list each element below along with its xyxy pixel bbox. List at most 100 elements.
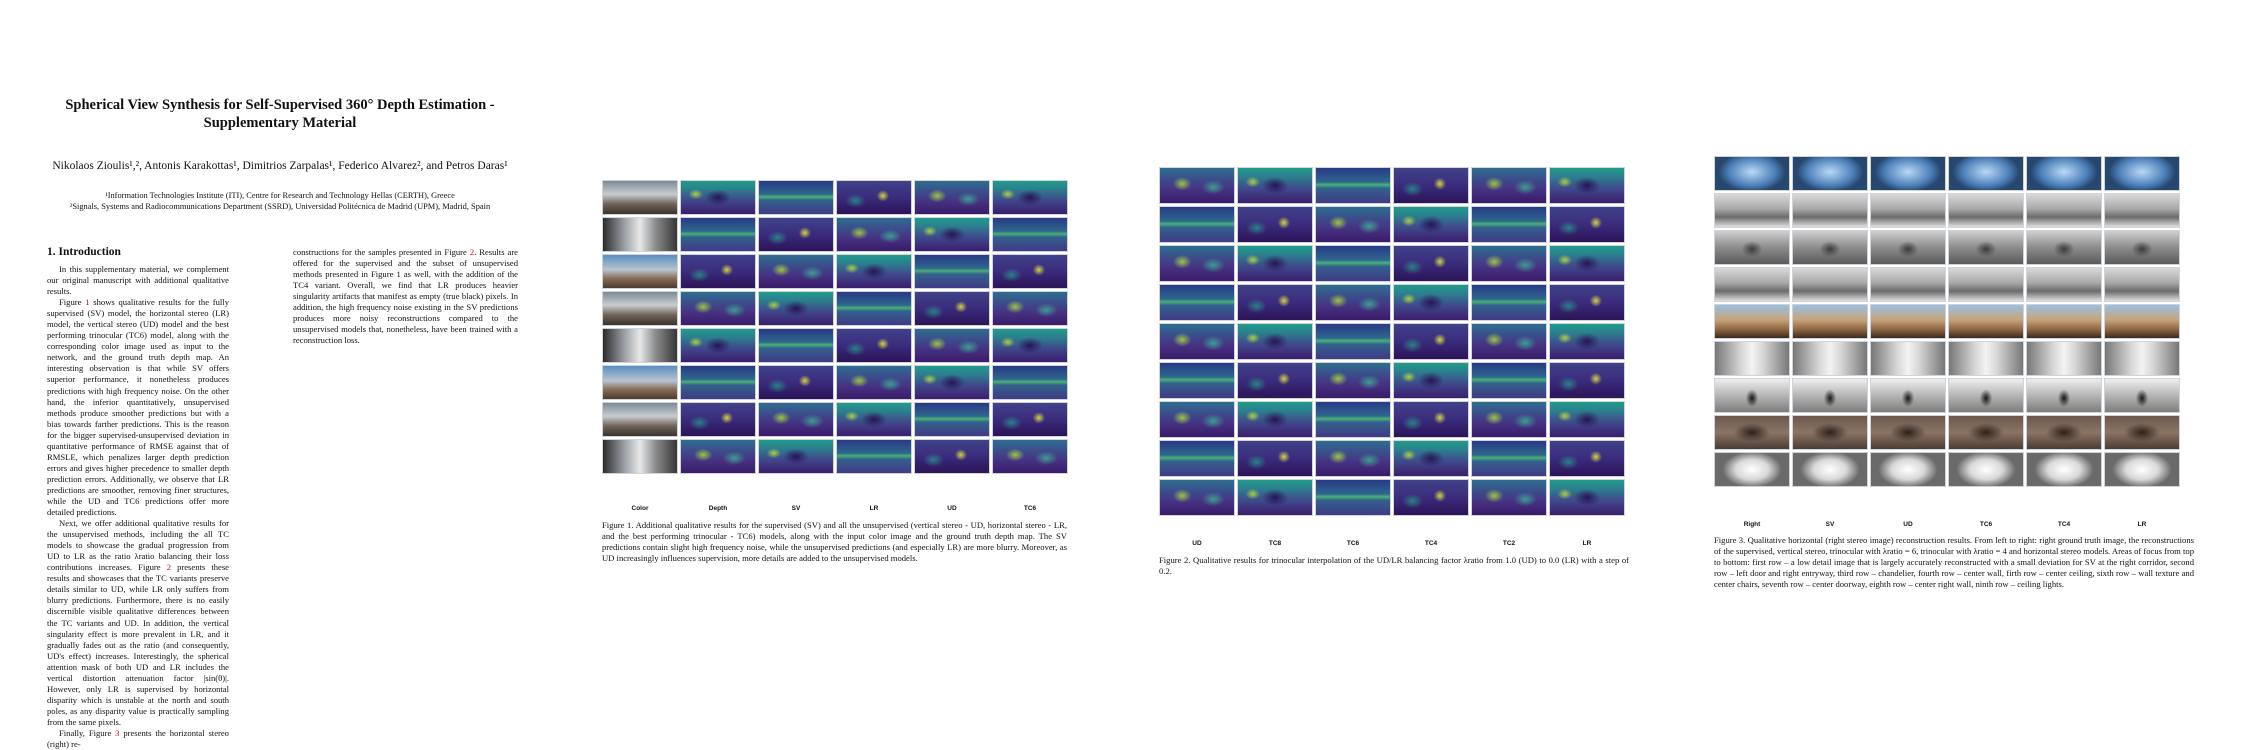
- figure-column-label: Color: [631, 505, 649, 512]
- figure-thumbnail: [1315, 284, 1391, 321]
- figure-thumbnail: [1315, 401, 1391, 438]
- figure-ref-link[interactable]: 2: [469, 247, 475, 257]
- figure-column-label: TC4: [1424, 540, 1438, 547]
- affiliation-2: ²Signals, Systems and Radiocommunication…: [69, 202, 491, 211]
- figure-thumbnail: [914, 328, 990, 363]
- figure-thumbnail: [1870, 193, 1946, 228]
- figure-ref-link[interactable]: 1: [85, 297, 90, 308]
- figure-thumbnail: [1549, 323, 1625, 360]
- figure-thumbnail: [1315, 167, 1391, 204]
- figure-thumbnail: [1159, 167, 1235, 204]
- figure-thumbnail: [1471, 479, 1547, 516]
- figure-thumbnail: [680, 291, 756, 326]
- figure-2-image-grid: [1159, 167, 1625, 516]
- figure-thumbnail: [1549, 479, 1625, 516]
- figure-1-image-grid: [602, 180, 1068, 474]
- figure-thumbnail: [836, 328, 912, 363]
- figure-thumbnail: [1471, 401, 1547, 438]
- figure-thumbnail: [836, 180, 912, 215]
- figure-thumbnail: [1159, 362, 1235, 399]
- figure-thumbnail: [1792, 267, 1868, 302]
- figure-thumbnail: [1792, 304, 1868, 339]
- figure-thumbnail: [2104, 378, 2180, 413]
- figure-thumbnail: [2104, 156, 2180, 191]
- figure-thumbnail: [758, 180, 834, 215]
- figure-2-caption: Figure 2. Qualitative results for trinoc…: [1159, 555, 1629, 576]
- figure-thumbnail: [2026, 193, 2102, 228]
- paragraph: Figure 1 shows qualitative results for t…: [47, 297, 229, 518]
- figure-thumbnail: [1393, 323, 1469, 360]
- figure-thumbnail: [1792, 378, 1868, 413]
- figure-thumbnail: [1237, 362, 1313, 399]
- figure-thumbnail: [992, 180, 1068, 215]
- figure-thumbnail: [992, 402, 1068, 437]
- paragraph: In this supplementary material, we compl…: [47, 264, 229, 297]
- figure-thumbnail: [1315, 362, 1391, 399]
- figure-thumbnail: [836, 365, 912, 400]
- figure-thumbnail: [680, 180, 756, 215]
- figure-thumbnail: [2104, 341, 2180, 376]
- figure-thumbnail: [680, 402, 756, 437]
- figure-thumbnail: [2026, 267, 2102, 302]
- figure-thumbnail: [1549, 245, 1625, 282]
- figure-thumbnail: [602, 328, 678, 363]
- figure-thumbnail: [1471, 440, 1547, 477]
- figure-column-label: SV: [791, 505, 801, 512]
- figure-thumbnail: [1549, 284, 1625, 321]
- figure-thumbnail: [1393, 479, 1469, 516]
- figure-thumbnail: [1870, 378, 1946, 413]
- figure-thumbnail: [914, 291, 990, 326]
- figure-column-label: UD: [1903, 521, 1913, 528]
- figure-thumbnail: [1870, 230, 1946, 265]
- figure-thumbnail: [1471, 206, 1547, 243]
- figure-thumbnail: [1549, 401, 1625, 438]
- figure-ref-link[interactable]: 2: [166, 562, 171, 573]
- figure-thumbnail: [758, 365, 834, 400]
- figure-column-label: TC8: [1268, 540, 1282, 547]
- figure-thumbnail: [602, 180, 678, 215]
- figure-thumbnail: [2026, 378, 2102, 413]
- figure-column-label: LR: [2137, 521, 2147, 528]
- figure-thumbnail: [2026, 156, 2102, 191]
- figure-thumbnail: [836, 291, 912, 326]
- figure-thumbnail: [1471, 284, 1547, 321]
- figure-column-label: UD: [1192, 540, 1202, 547]
- figure-thumbnail: [758, 217, 834, 252]
- text-column-left: In this supplementary material, we compl…: [47, 264, 229, 750]
- figure-thumbnail: [1237, 245, 1313, 282]
- figure-thumbnail: [1315, 206, 1391, 243]
- section-heading: 1. Introduction: [47, 246, 121, 258]
- figure-thumbnail: [1393, 440, 1469, 477]
- figure-thumbnail: [992, 217, 1068, 252]
- author-list: Nikolaos Zioulis¹,², Antonis Karakottas¹…: [52, 160, 508, 172]
- figure-thumbnail: [1393, 245, 1469, 282]
- figure-thumbnail: [758, 254, 834, 289]
- figure-thumbnail: [1237, 323, 1313, 360]
- figure-thumbnail: [1549, 362, 1625, 399]
- figure-ref-link[interactable]: 3: [115, 727, 120, 738]
- figure-thumbnail: [836, 254, 912, 289]
- figure-thumbnail: [1714, 304, 1790, 339]
- figure-thumbnail: [1948, 378, 2024, 413]
- figure-thumbnail: [1237, 284, 1313, 321]
- paper-page-2: Color Depth SV LR UD TC6 Figure 1. Additional…: [590, 0, 1110, 750]
- figure-thumbnail: [914, 180, 990, 215]
- figure-thumbnail: [914, 402, 990, 437]
- figure-column-label: LR: [869, 505, 879, 512]
- affiliations: ¹Information Technologies Institute (ITI…: [40, 190, 520, 212]
- figure-thumbnail: [2026, 304, 2102, 339]
- figure-thumbnail: [1948, 267, 2024, 302]
- paper-title: Spherical View Synthesis for Self-Superv…: [65, 97, 495, 131]
- figure-thumbnail: [680, 328, 756, 363]
- text-column-right: constructions for the samples presented …: [293, 247, 518, 346]
- figure-3-image-grid: [1714, 156, 2180, 487]
- figure-thumbnail: [1792, 193, 1868, 228]
- figure-thumbnail: [1714, 378, 1790, 413]
- figure-column-label: UD: [947, 505, 957, 512]
- figure-1-caption: Figure 1. Additional qualitative results…: [602, 520, 1067, 563]
- figure-thumbnail: [992, 291, 1068, 326]
- figure-thumbnail: [1792, 156, 1868, 191]
- figure-thumbnail: [1948, 452, 2024, 487]
- figure-thumbnail: [1159, 440, 1235, 477]
- figure-thumbnail: [1714, 193, 1790, 228]
